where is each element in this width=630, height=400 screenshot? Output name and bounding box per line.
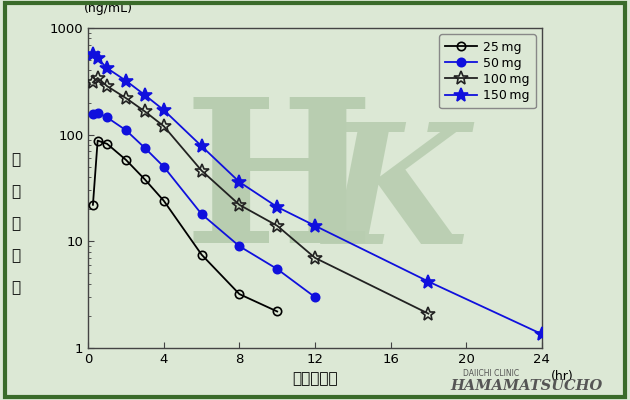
Text: H: H <box>183 91 374 285</box>
Legend: 25 mg, 50 mg, 100 mg, 150 mg: 25 mg, 50 mg, 100 mg, 150 mg <box>439 34 536 108</box>
Text: K: K <box>324 117 469 278</box>
Text: 血: 血 <box>11 152 20 168</box>
Text: (ng/mL): (ng/mL) <box>84 2 133 15</box>
Text: DAIICHI CLINIC: DAIICHI CLINIC <box>463 369 519 378</box>
Text: HAMAMATSUCHO: HAMAMATSUCHO <box>450 379 603 393</box>
X-axis label: 投与後時間: 投与後時間 <box>292 372 338 386</box>
Text: 漿: 漿 <box>11 184 20 200</box>
Text: 中: 中 <box>11 216 20 232</box>
Text: (hr): (hr) <box>551 370 574 383</box>
Text: 濃: 濃 <box>11 248 20 264</box>
Text: 度: 度 <box>11 280 20 296</box>
